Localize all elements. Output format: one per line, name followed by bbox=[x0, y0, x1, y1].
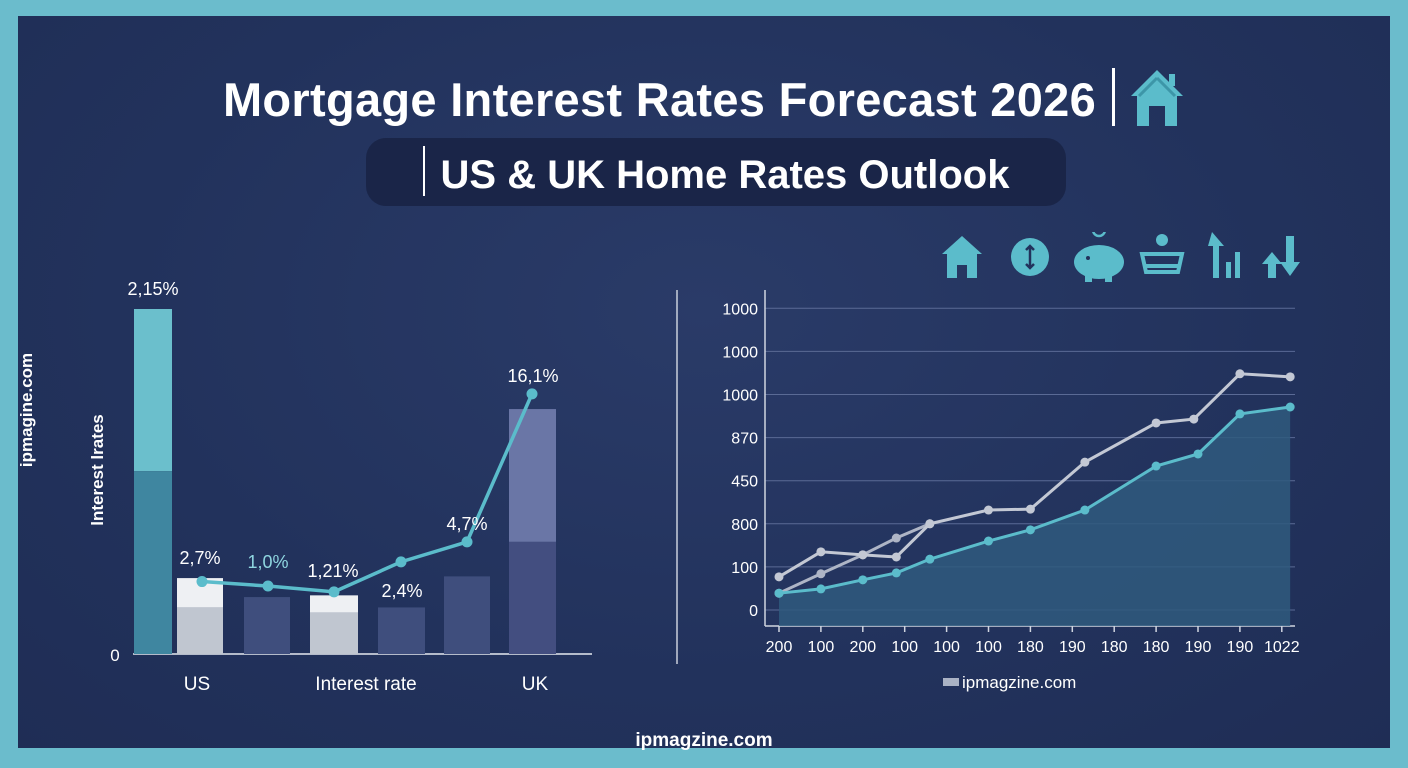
x-tick-label: 200 bbox=[766, 639, 793, 656]
x-tick-label: 100 bbox=[891, 639, 918, 656]
bar-lower-segment bbox=[509, 541, 556, 654]
x-tick-label: 180 bbox=[1101, 639, 1128, 656]
series-point bbox=[816, 584, 826, 594]
up-down-arrows-icon bbox=[1262, 236, 1300, 278]
icon-row bbox=[940, 222, 1310, 289]
series-point bbox=[816, 569, 826, 579]
left-y-axis-label: lnterest lrates bbox=[88, 414, 107, 526]
series-point bbox=[1189, 414, 1199, 424]
bar-value-label: 1,21% bbox=[307, 561, 358, 581]
rate-point bbox=[328, 586, 340, 598]
series-point bbox=[984, 505, 993, 515]
series-point bbox=[816, 547, 826, 557]
series-point bbox=[774, 572, 784, 582]
series-point bbox=[1285, 372, 1295, 382]
series-point bbox=[1193, 449, 1203, 459]
house-icon bbox=[1131, 70, 1184, 126]
basket-coin-icon bbox=[1139, 234, 1185, 274]
bar-upper-segment bbox=[310, 595, 358, 613]
right-line-chart: ipmagzine.com 0 100 800 450 870 1000 1000 1000 2… bbox=[722, 290, 1300, 692]
series-point bbox=[1151, 461, 1161, 471]
bar-lower-segment bbox=[310, 612, 358, 654]
bar-lower-segment bbox=[134, 471, 172, 654]
series-point bbox=[1080, 505, 1090, 515]
series-point bbox=[925, 554, 935, 564]
series-point bbox=[891, 552, 901, 562]
bar bbox=[244, 597, 290, 654]
subtitle-text: US & UK Home Rates Outlook bbox=[440, 153, 1010, 197]
y-tick-label: 100 bbox=[731, 560, 758, 577]
bar-upper-segment bbox=[134, 309, 172, 472]
title-divider bbox=[1112, 68, 1116, 126]
legend-swatch bbox=[943, 678, 959, 686]
series-point bbox=[858, 550, 868, 560]
series-point bbox=[1151, 418, 1161, 428]
series-point bbox=[1025, 504, 1035, 514]
left-x-label-uk: UK bbox=[522, 674, 549, 695]
rate-point bbox=[526, 388, 538, 400]
subtitle: US & UK Home Rates Outlook bbox=[366, 146, 1066, 198]
y-tick-label: 450 bbox=[731, 474, 758, 491]
series-line bbox=[778, 372, 1291, 579]
bar-value-label: 4,7% bbox=[446, 514, 487, 534]
y-tick-label: 800 bbox=[731, 517, 758, 534]
y-tick-label: 870 bbox=[731, 431, 758, 448]
y-tick-label: 1000 bbox=[722, 301, 758, 318]
series-point bbox=[1080, 457, 1090, 467]
y-tick-label: 1000 bbox=[722, 388, 758, 405]
series-point bbox=[1235, 369, 1245, 379]
x-tick-label: 200 bbox=[849, 639, 876, 656]
title-text: Mortgage Interest Rates Forecast 2026 bbox=[222, 73, 1097, 126]
series-point bbox=[774, 588, 784, 598]
x-tick-label: 190 bbox=[1185, 639, 1212, 656]
bar-value-label: 16,1% bbox=[507, 366, 558, 386]
rate-point bbox=[262, 580, 274, 592]
bar-value-label: 2,7% bbox=[179, 548, 220, 568]
x-tick-label: 100 bbox=[975, 639, 1002, 656]
right-legend: ipmagzine.com bbox=[943, 673, 1076, 692]
left-x-label-interest-rate: Interest rate bbox=[315, 674, 416, 695]
x-tick-label: 180 bbox=[1143, 639, 1170, 656]
series-point bbox=[1285, 402, 1295, 412]
bar bbox=[378, 607, 425, 654]
y-tick-label: 1000 bbox=[722, 344, 758, 361]
rate-point bbox=[461, 536, 473, 548]
bar-value-label: 2,4% bbox=[381, 581, 422, 601]
series-point bbox=[925, 519, 935, 529]
x-tick-label: 190 bbox=[1059, 639, 1086, 656]
left-y-tick-0: 0 bbox=[110, 646, 119, 665]
legend-label: ipmagzine.com bbox=[962, 673, 1076, 692]
series-point bbox=[1235, 409, 1245, 419]
bar-chart-up-arrow-icon bbox=[1208, 232, 1240, 278]
rate-line bbox=[201, 393, 534, 594]
x-tick-label: 100 bbox=[933, 639, 960, 656]
series-point bbox=[858, 575, 868, 585]
x-tick-label: 190 bbox=[1227, 639, 1254, 656]
bar-value-label: 1,0% bbox=[247, 552, 288, 572]
series-point bbox=[891, 533, 901, 543]
title: Mortgage Interest Rates Forecast 2026 bbox=[0, 66, 1408, 128]
coin-exchange-icon bbox=[1011, 238, 1049, 276]
series-point bbox=[1025, 525, 1035, 535]
left-bar-chart: lnterest lrates 0 US Interest rate UK 2,… bbox=[88, 279, 592, 695]
series-point bbox=[891, 568, 901, 578]
series-line bbox=[778, 405, 1291, 595]
house-icon bbox=[942, 236, 982, 278]
left-x-label-us: US bbox=[184, 674, 210, 695]
rate-point bbox=[196, 576, 208, 588]
x-tick-label: 1022 bbox=[1264, 639, 1300, 656]
bar-lower-segment bbox=[177, 607, 223, 654]
rate-point bbox=[395, 556, 407, 568]
subtitle-divider bbox=[422, 146, 425, 196]
subtitle-box bbox=[366, 138, 1066, 206]
y-tick-label: 0 bbox=[749, 603, 758, 620]
x-tick-label: 180 bbox=[1017, 639, 1044, 656]
series-point bbox=[984, 536, 993, 546]
x-tick-label: 100 bbox=[808, 639, 835, 656]
bar bbox=[444, 576, 490, 654]
series-area bbox=[779, 406, 1291, 626]
bar-value-label: 2,15% bbox=[127, 279, 178, 299]
bottom-watermark: ipmagzine.com bbox=[635, 730, 773, 751]
